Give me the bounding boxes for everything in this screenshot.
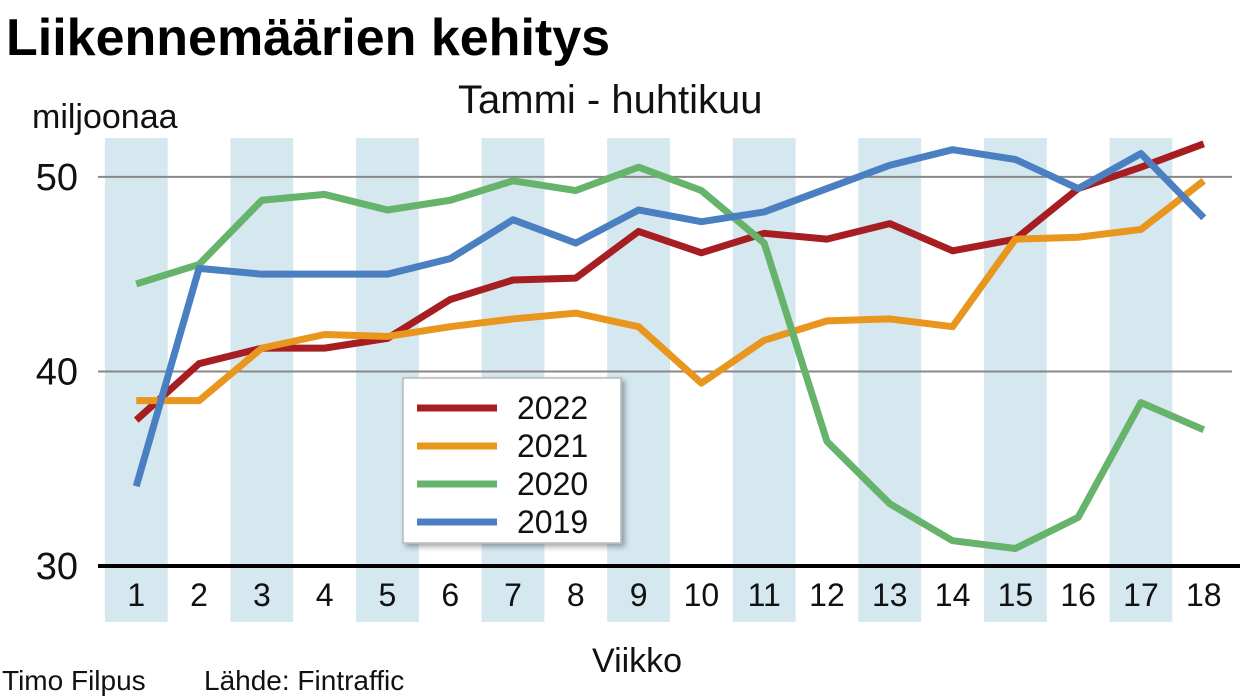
legend-label-2019: 2019	[517, 504, 588, 540]
legend-box	[402, 377, 622, 544]
x-tick-10: 10	[684, 577, 720, 613]
chart-subtitle: Tammi - huhtikuu	[458, 78, 763, 122]
x-tick-16: 16	[1060, 577, 1096, 613]
x-tick-14: 14	[935, 577, 971, 613]
series-line-2022	[133, 140, 1205, 423]
legend-label-2021: 2021	[517, 428, 588, 464]
x-tick-6: 6	[441, 577, 459, 613]
legend-label-2020: 2020	[517, 466, 588, 502]
y-tick-50: 50	[36, 157, 78, 199]
y-tick-40: 40	[36, 351, 78, 393]
x-tick-3: 3	[253, 577, 271, 613]
legend-label-2022: 2022	[517, 390, 588, 426]
x-tick-2: 2	[190, 577, 208, 613]
y-tick-30: 30	[36, 546, 78, 588]
week-band-1	[104, 138, 168, 622]
x-tick-8: 8	[567, 577, 585, 613]
series-line-2021	[136, 178, 1206, 405]
y-axis-unit: miljoonaa	[32, 98, 178, 136]
week-band-13	[858, 138, 922, 622]
x-tick-4: 4	[316, 577, 334, 613]
x-tick-9: 9	[630, 577, 648, 613]
series-lines	[132, 140, 1207, 552]
week-band-17	[1109, 138, 1173, 622]
x-axis-label: Viikko	[592, 642, 682, 680]
x-tick-13: 13	[872, 577, 908, 613]
series-line-2020	[135, 163, 1206, 552]
x-tick-15: 15	[998, 577, 1034, 613]
series-line-2019	[132, 146, 1207, 488]
x-tick-11: 11	[748, 577, 781, 613]
x-tick-12: 12	[809, 577, 845, 613]
source-credit: Lähde: Fintraffic	[204, 665, 404, 696]
author-credit: Timo Filpus	[2, 665, 146, 696]
x-tick-7: 7	[504, 577, 522, 613]
week-band-3	[230, 138, 294, 622]
x-tick-1: 1	[127, 577, 145, 613]
x-tick-18: 18	[1186, 577, 1222, 613]
x-tick-5: 5	[379, 577, 397, 613]
x-tick-17: 17	[1123, 577, 1159, 613]
chart-title: Liikennemäärien kehitys	[6, 9, 610, 67]
